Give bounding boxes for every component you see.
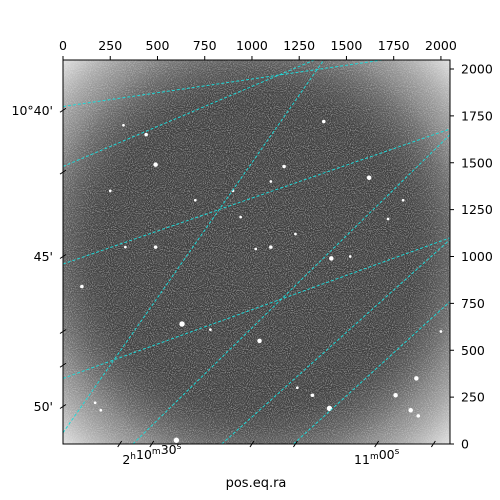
dec-tick-label: 45' bbox=[34, 249, 53, 264]
star-point bbox=[294, 232, 297, 236]
star-point bbox=[321, 119, 326, 124]
star-point bbox=[257, 338, 262, 344]
star-point bbox=[108, 189, 112, 193]
y-tick-label: 250 bbox=[461, 390, 485, 405]
star-point bbox=[144, 132, 148, 137]
right-pixel-axis: 0 250 500 750 1000 1250 1500 1750 2000 bbox=[450, 62, 493, 452]
x-tick-label: 500 bbox=[146, 38, 170, 53]
dec-tick-mark bbox=[59, 404, 67, 409]
x-tick-label: 1500 bbox=[331, 38, 363, 53]
dec-tick-label: 50' bbox=[34, 399, 53, 414]
star-point bbox=[366, 175, 372, 180]
ra-minor-tick bbox=[430, 440, 436, 448]
y-tick-label: 0 bbox=[461, 437, 469, 452]
star-point bbox=[179, 321, 185, 327]
star-point bbox=[348, 255, 352, 258]
y-tick-label: 500 bbox=[461, 343, 485, 358]
grid-line bbox=[293, 301, 450, 444]
star-point bbox=[153, 245, 158, 249]
ra-axis: 2h10m30s 11m00s bbox=[117, 440, 436, 467]
ra-minor-tick bbox=[117, 440, 123, 448]
dec-tick-label: 10°40' bbox=[12, 103, 54, 118]
y-tick-label: 1500 bbox=[461, 155, 493, 170]
dec-axis: 10°40' 45' 50' bbox=[12, 103, 67, 414]
star-point bbox=[173, 437, 180, 443]
star-point bbox=[439, 330, 443, 333]
star-point bbox=[93, 401, 97, 405]
star-point bbox=[326, 405, 333, 412]
x-tick-label: 0 bbox=[59, 38, 67, 53]
dec-tick-mark bbox=[59, 254, 67, 259]
y-tick-label: 1000 bbox=[461, 249, 493, 264]
star-point bbox=[80, 284, 84, 289]
image-vignette bbox=[63, 60, 450, 444]
star-point bbox=[393, 393, 398, 398]
x-tick-label: 1750 bbox=[378, 38, 410, 53]
grid-line bbox=[63, 60, 383, 107]
star-point bbox=[416, 414, 421, 418]
star-point bbox=[295, 386, 299, 390]
coordinate-grid bbox=[63, 60, 450, 444]
star-point bbox=[408, 408, 413, 413]
grid-line bbox=[63, 237, 450, 379]
grid-line bbox=[63, 60, 315, 167]
x-tick-label: 250 bbox=[98, 38, 122, 53]
star-point bbox=[401, 198, 405, 202]
ra-tick-label: 2h10m30s bbox=[122, 442, 181, 467]
x-tick-label: 2000 bbox=[425, 38, 457, 53]
y-tick-label: 1750 bbox=[461, 108, 493, 123]
grid-line bbox=[63, 60, 325, 434]
ra-tick-mark bbox=[374, 440, 380, 448]
x-tick-label: 1000 bbox=[236, 38, 268, 53]
star-point bbox=[282, 164, 286, 169]
star-point bbox=[414, 376, 419, 381]
dec-minor-tick bbox=[59, 362, 67, 368]
star-point bbox=[99, 408, 103, 412]
grid-line bbox=[221, 239, 450, 444]
star-point bbox=[124, 245, 127, 249]
star-point bbox=[269, 245, 273, 249]
star-point bbox=[193, 198, 197, 202]
star-point bbox=[122, 123, 125, 127]
dec-minor-tick bbox=[59, 169, 67, 175]
dec-minor-tick bbox=[59, 329, 67, 334]
star-point bbox=[386, 217, 390, 221]
dec-tick-mark bbox=[59, 107, 67, 113]
stars-layer bbox=[80, 119, 443, 443]
y-tick-label: 2000 bbox=[461, 62, 493, 77]
x-tick-label: 1250 bbox=[283, 38, 315, 53]
grid-line bbox=[63, 128, 450, 265]
top-pixel-axis: 0 250 500 750 1000 1250 1500 1750 2000 bbox=[59, 38, 457, 60]
ra-minor-tick bbox=[249, 440, 255, 448]
star-point bbox=[239, 215, 242, 219]
x-tick-label: 750 bbox=[193, 38, 217, 53]
star-point bbox=[254, 247, 258, 251]
grid-line bbox=[132, 134, 450, 444]
ra-minor-tick bbox=[293, 440, 298, 448]
image-panel bbox=[63, 60, 450, 444]
star-point bbox=[269, 180, 273, 183]
star-point bbox=[310, 393, 315, 398]
axes-frame bbox=[62, 59, 451, 445]
y-tick-label: 750 bbox=[461, 296, 485, 311]
y-tick-label: 1250 bbox=[461, 202, 493, 217]
x-axis-title: pos.eq.ra bbox=[226, 476, 287, 491]
star-point bbox=[329, 256, 334, 261]
star-point bbox=[209, 328, 212, 331]
star-point bbox=[153, 162, 158, 167]
ra-tick-label: 11m00s bbox=[354, 447, 400, 467]
ra-tick-mark bbox=[149, 440, 155, 448]
